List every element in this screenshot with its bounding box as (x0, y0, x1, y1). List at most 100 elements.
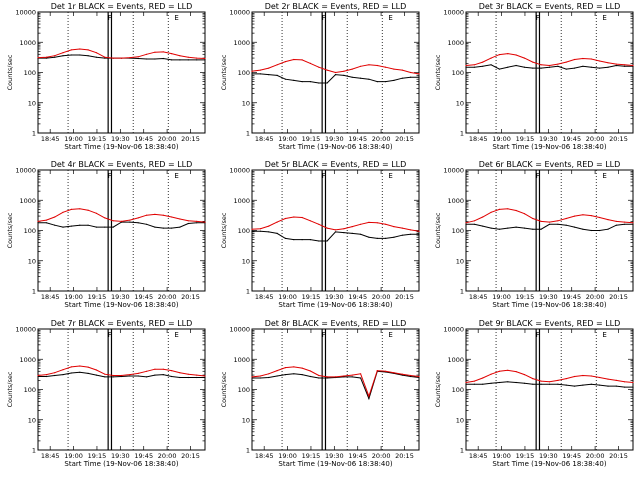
data-point-black (187, 59, 189, 61)
y-tick-label: 10000 (229, 326, 250, 334)
data-point-red (87, 209, 89, 211)
x-tick-label: 19:30 (539, 293, 558, 301)
data-point-red (259, 228, 261, 230)
data-point-black (615, 224, 617, 226)
data-point-red (187, 56, 189, 58)
data-point-red (410, 374, 412, 377)
data-point-black (565, 384, 567, 386)
x-tick-label: 20:15 (395, 293, 414, 301)
data-point-red (284, 217, 286, 220)
x-tick-label: 19:00 (64, 293, 83, 301)
data-point-red (95, 52, 97, 54)
data-point-red (62, 211, 64, 213)
data-point-black (284, 374, 286, 376)
data-point-black (259, 377, 261, 379)
data-point-red (360, 373, 362, 375)
data-point-black (196, 59, 198, 61)
data-point-red (401, 373, 403, 375)
x-tick-label: 19:00 (64, 452, 83, 460)
data-point-red (309, 370, 311, 372)
data-point-red (196, 220, 198, 222)
data-point-black (318, 82, 320, 84)
marker-letter: F (536, 14, 540, 22)
data-point-black (401, 77, 403, 79)
data-point-red (196, 57, 198, 59)
data-point-black (62, 374, 64, 376)
data-point-red (465, 222, 467, 224)
data-point-red (351, 68, 353, 70)
y-tick-label: 100 (452, 69, 464, 77)
data-point-red (79, 365, 81, 367)
data-point-red (137, 56, 139, 58)
x-tick-label: 18:45 (41, 293, 60, 301)
data-point-black (376, 237, 378, 239)
data-point-black (204, 59, 206, 61)
y-tick-label: 1 (246, 288, 250, 296)
data-point-red (259, 69, 261, 71)
y-tick-label: 1000 (19, 356, 36, 364)
data-point-red (120, 374, 123, 377)
data-point-black (171, 227, 173, 229)
data-point-red (70, 208, 72, 210)
y-tick-label: 10000 (15, 9, 36, 17)
data-point-black (632, 223, 634, 225)
data-point-red (293, 366, 295, 368)
data-point-red (301, 59, 303, 61)
data-point-black (557, 383, 559, 385)
data-point-red (171, 216, 173, 218)
data-point-black (268, 74, 270, 76)
data-point-black (490, 382, 492, 384)
y-tick-label: 1000 (19, 39, 36, 47)
data-point-red (326, 227, 328, 229)
data-point-red (318, 223, 320, 225)
data-point-black (532, 383, 534, 385)
data-point-red (276, 64, 278, 66)
data-point-red (368, 221, 370, 223)
data-point-red (276, 221, 278, 223)
data-point-red (343, 375, 345, 377)
panel-5: Det 5r BLACK = Events, RED = LLD 1 10 100 10… (220, 160, 420, 309)
marker-letter: F (108, 14, 112, 22)
data-point-black (632, 386, 634, 388)
data-point-black (251, 377, 253, 379)
y-tick-label: 1000 (447, 356, 464, 364)
x-tick-label: 20:15 (609, 293, 628, 301)
data-point-red (95, 212, 97, 214)
data-point-red (171, 370, 173, 372)
data-point-red (418, 375, 420, 378)
y-tick-label: 1000 (233, 39, 250, 47)
data-point-black (351, 76, 353, 78)
y-tick-label: 1 (32, 130, 36, 138)
data-point-black (582, 65, 584, 67)
data-point-red (490, 57, 492, 59)
y-tick-label: 100 (24, 69, 36, 77)
data-point-red (557, 63, 559, 65)
data-point-black (465, 66, 467, 68)
y-tick-label: 1000 (233, 356, 250, 364)
y-tick-label: 100 (24, 227, 36, 235)
data-point-red (179, 218, 181, 220)
data-point-red (418, 230, 420, 232)
data-point-red (615, 379, 617, 381)
data-point-red (70, 49, 72, 51)
y-tick-label: 1 (246, 130, 250, 138)
data-point-black (70, 54, 72, 56)
data-point-red (179, 55, 181, 57)
x-tick-label: 19:45 (134, 293, 153, 301)
data-point-black (410, 375, 412, 378)
y-tick-label: 1 (460, 130, 464, 138)
data-point-black (385, 81, 387, 83)
x-tick-label: 20:15 (395, 452, 414, 460)
panels-grid: Det 1r BLACK = Events, RED = LLD 1 10 100 10… (6, 2, 634, 468)
x-tick-label: 19:00 (278, 452, 297, 460)
data-point-red (607, 378, 609, 380)
data-point-black (410, 76, 412, 78)
x-tick-label: 19:45 (134, 135, 153, 143)
x-tick-label: 19:45 (562, 293, 581, 301)
data-point-red (54, 372, 56, 374)
data-point-red (187, 373, 189, 375)
panel-title: Det 9r BLACK = Events, RED = LLD (479, 319, 621, 328)
data-point-black (590, 383, 592, 385)
panel-3: Det 3r BLACK = Events, RED = LLD 1 10 100 10… (434, 2, 634, 151)
